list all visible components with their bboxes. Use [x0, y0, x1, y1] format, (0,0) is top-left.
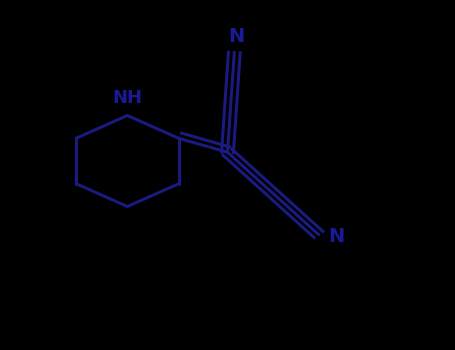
Text: N: N [228, 27, 245, 46]
Text: N: N [329, 227, 345, 246]
Text: NH: NH [112, 89, 142, 107]
